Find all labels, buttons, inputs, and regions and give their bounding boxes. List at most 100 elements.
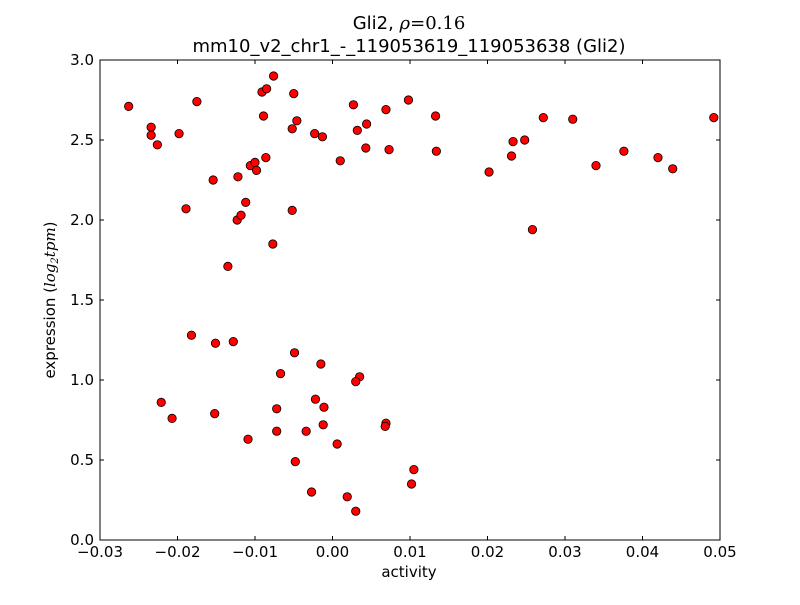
x-tick-label: −0.01: [232, 543, 278, 561]
data-point: [287, 124, 297, 134]
data-point: [310, 394, 321, 404]
chart-title-rho-value: =0.16: [410, 13, 465, 34]
x-tick-label: 0.05: [703, 543, 736, 561]
data-point: [317, 132, 328, 142]
data-point: [152, 140, 162, 150]
data-point: [430, 111, 441, 121]
data-point: [181, 204, 191, 214]
y-tick-label: 2.5: [70, 131, 94, 149]
data-point: [156, 397, 166, 407]
data-point: [192, 97, 202, 107]
y-tick-label: 1.0: [70, 371, 94, 389]
data-point: [236, 210, 246, 220]
y-axis-label-subscript: 2: [50, 257, 61, 264]
data-point: [318, 420, 328, 430]
data-point: [351, 376, 361, 387]
chart-title-line2: mm10_v2_chr1_-_119053619_119053638 (Gli2…: [192, 36, 625, 57]
data-point: [289, 89, 299, 99]
data-point: [210, 338, 221, 348]
data-point: [186, 330, 197, 340]
data-point: [591, 161, 601, 171]
x-tick-label: −0.02: [155, 543, 201, 561]
data-point: [403, 95, 414, 105]
data-point: [538, 113, 548, 123]
data-point: [167, 413, 177, 423]
data-point: [508, 137, 518, 147]
y-axis-label: expression (log2tpm): [41, 221, 61, 378]
data-point: [352, 125, 362, 135]
axis-ticks: −0.03 −0.02 −0.01 0.00 0.01 0.02 0.03 0.04 0.05 0…: [70, 51, 737, 561]
data-point: [306, 487, 317, 497]
data-point: [208, 175, 218, 185]
data-point: [241, 197, 251, 207]
data-point: [653, 153, 663, 163]
data-point: [223, 261, 233, 271]
data-point: [290, 456, 300, 467]
x-axis-label: activity: [381, 563, 436, 581]
data-point: [301, 426, 311, 436]
y-tick-label: 0.5: [70, 451, 94, 469]
data-point: [527, 225, 538, 235]
data-point: [310, 129, 320, 139]
chart-title-rho-symbol: ρ: [399, 13, 411, 34]
x-tick-label: 0.03: [548, 543, 581, 561]
data-point: [406, 479, 417, 489]
data-point: [380, 421, 390, 431]
y-tick-label: 3.0: [70, 51, 94, 69]
data-point: [287, 205, 297, 215]
data-point: [174, 129, 184, 139]
data-point: [568, 114, 578, 124]
data-point: [332, 439, 342, 449]
data-point: [335, 156, 345, 166]
x-tick-label: 0.04: [626, 543, 659, 561]
data-point: [361, 143, 371, 153]
x-tick-label: 0.02: [471, 543, 504, 561]
data-point: [250, 157, 260, 167]
plot-area: [100, 60, 720, 540]
data-point: [506, 151, 517, 161]
data-point: [351, 506, 361, 516]
data-point: [484, 167, 494, 177]
data-point: [210, 408, 220, 419]
x-tick-label: 0.00: [316, 543, 349, 561]
y-tick-label: 2.0: [70, 211, 94, 229]
data-point: [146, 130, 156, 140]
data-point: [520, 135, 530, 145]
data-point: [316, 359, 326, 369]
plot-frame: [99, 59, 721, 541]
y-axis-label-prefix: expression (: [41, 287, 59, 379]
data-point: [409, 464, 419, 475]
data-point: [275, 368, 286, 379]
y-tick-label: 0.0: [70, 531, 94, 549]
data-point: [709, 113, 719, 123]
data-point: [619, 146, 629, 156]
data-point: [258, 111, 269, 121]
y-axis-label-suffix: ): [41, 221, 59, 227]
data-point: [384, 145, 394, 155]
data-point: [233, 172, 243, 182]
y-axis-label-math2: tpm: [41, 227, 59, 257]
data-point: [146, 122, 156, 132]
data-point: [361, 119, 372, 129]
chart-title-prefix: Gli2,: [353, 13, 400, 34]
y-tick-label: 1.5: [70, 291, 94, 309]
data-point: [268, 239, 278, 249]
plot-background: [100, 60, 720, 540]
x-tick-label: −0.03: [77, 543, 123, 561]
x-tick-label: 0.01: [393, 543, 426, 561]
data-point: [292, 116, 302, 126]
data-point: [668, 164, 678, 174]
chart-title-line1: Gli2, ρ=0.16: [353, 13, 466, 34]
data-point: [261, 153, 271, 163]
data-points: [124, 71, 719, 516]
data-point: [319, 402, 329, 412]
data-point: [342, 492, 352, 502]
data-point: [251, 165, 262, 175]
data-point: [124, 101, 134, 112]
data-point: [431, 146, 441, 156]
data-point: [289, 348, 300, 358]
y-axis-label-math: log: [41, 264, 59, 287]
data-point: [348, 100, 359, 110]
